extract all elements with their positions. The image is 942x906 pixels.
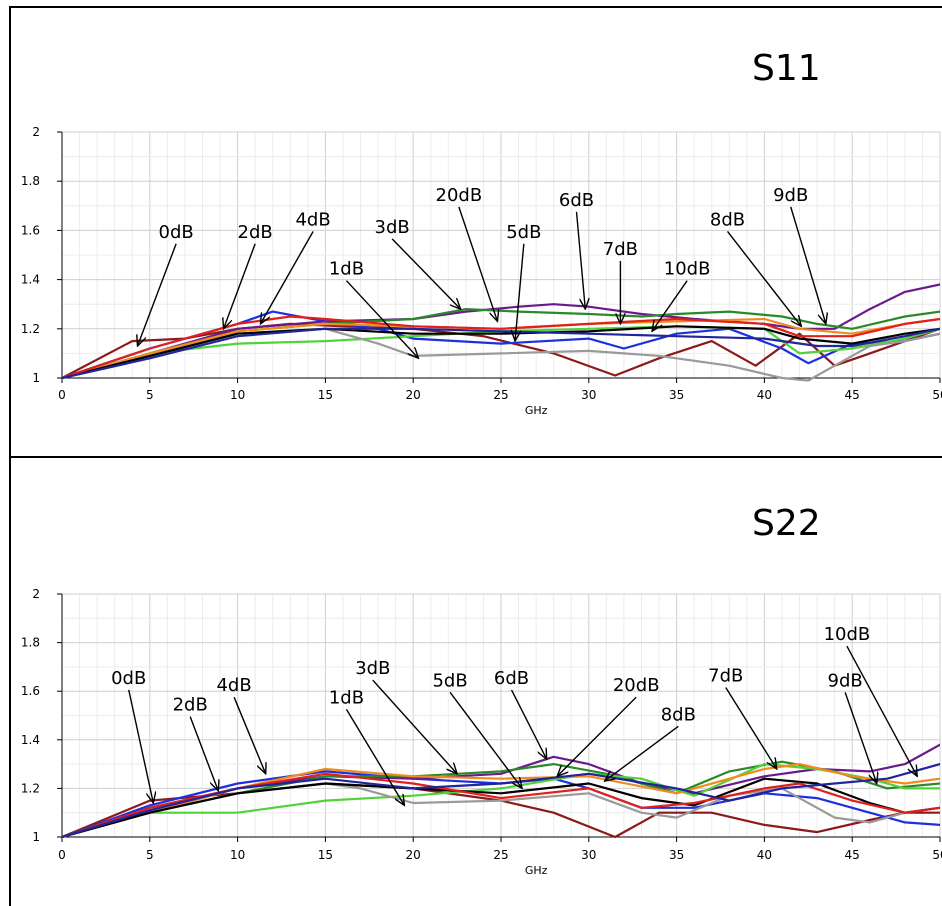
annotation-label: 9dB — [828, 670, 863, 691]
x-tick-label: 25 — [493, 388, 508, 402]
series-line-red — [62, 315, 940, 380]
x-tick-label: 35 — [669, 848, 684, 862]
series-line-navy — [62, 327, 940, 380]
annotation-arrow — [846, 645, 917, 776]
annotation-label: 7dB — [603, 239, 638, 260]
annotation-arrow — [652, 280, 688, 332]
y-tick-label: 1 — [32, 371, 40, 385]
annotation-label: 20dB — [613, 675, 660, 696]
annotation-arrow — [233, 696, 266, 774]
annotation-label: 4dB — [295, 209, 330, 230]
y-tick-label: 2 — [32, 587, 40, 601]
x-tick-label: 45 — [845, 388, 860, 402]
annotation-arrow — [372, 679, 457, 774]
y-tick-label: 1.2 — [21, 322, 40, 336]
x-tick-label: 15 — [318, 388, 333, 402]
y-tick-label: 1.6 — [21, 684, 40, 698]
annotation-label: 5dB — [506, 222, 541, 243]
annotation-label: 3dB — [355, 658, 390, 679]
chart-s22: 11.21.41.61.8205101520253035404550GHzS22… — [21, 503, 942, 877]
annotation-label: 5dB — [432, 670, 467, 691]
annotation-arrow — [726, 231, 802, 326]
annotation-label: 6dB — [559, 190, 594, 211]
annotation-arrow — [391, 238, 460, 309]
annotation-label: 0dB — [111, 668, 146, 689]
annotation-arrow — [557, 696, 637, 776]
annotation-arrow — [224, 243, 256, 329]
annotation-label: 10dB — [824, 624, 871, 645]
annotation-label: 8dB — [710, 209, 745, 230]
annotation-arrow — [575, 211, 586, 309]
x-tick-label: 40 — [757, 388, 772, 402]
panel-frame-bottom — [9, 456, 942, 906]
annotation-arrow — [345, 708, 404, 805]
series-line-black — [62, 325, 940, 380]
x-tick-label: 50 — [932, 848, 942, 862]
y-tick-label: 2 — [32, 125, 40, 139]
x-tick-label: 5 — [146, 848, 154, 862]
x-tick-label: 15 — [318, 848, 333, 862]
annotation-arrow — [510, 689, 547, 759]
annotation-arrow — [138, 243, 177, 346]
annotation-arrow — [515, 243, 525, 341]
series-line-black — [62, 777, 940, 839]
x-tick-label: 50 — [932, 388, 942, 402]
chart-s11: 11.21.41.61.8205101520253035404550GHzS11… — [21, 48, 942, 417]
y-tick-label: 1.8 — [21, 174, 40, 188]
x-tick-label: 20 — [406, 388, 421, 402]
annotation-label: 9dB — [773, 185, 808, 206]
annotation-arrow — [458, 206, 498, 322]
y-tick-label: 1.8 — [21, 636, 40, 650]
y-tick-label: 1.6 — [21, 223, 40, 237]
annotation-label: 10dB — [664, 259, 711, 280]
x-tick-label: 0 — [58, 848, 66, 862]
x-tick-label: 0 — [58, 388, 66, 402]
annotation-label: 2dB — [173, 695, 208, 716]
y-tick-label: 1.2 — [21, 781, 40, 795]
annotation-arrow — [605, 725, 679, 781]
x-tick-label: 5 — [146, 388, 154, 402]
annotation-arrow — [189, 716, 218, 791]
annotation-arrow — [128, 689, 154, 803]
x-tick-label: 30 — [581, 848, 596, 862]
annotation-arrow — [725, 687, 777, 768]
annotation-label: 1dB — [329, 259, 364, 280]
x-axis-title: GHz — [525, 864, 548, 877]
series-line-navy — [62, 762, 940, 839]
annotation-arrow — [449, 691, 522, 788]
x-tick-label: 20 — [406, 848, 421, 862]
y-tick-label: 1.4 — [21, 273, 40, 287]
annotation-arrow — [844, 692, 877, 783]
x-tick-label: 10 — [230, 388, 245, 402]
annotation-arrow — [260, 231, 314, 323]
annotation-label: 1dB — [329, 687, 364, 708]
x-tick-label: 35 — [669, 388, 684, 402]
annotation-label: 2dB — [238, 222, 273, 243]
annotation-label: 6dB — [494, 668, 529, 689]
y-tick-label: 1.4 — [21, 733, 40, 747]
series-line-light_green — [62, 325, 940, 380]
x-tick-label: 40 — [757, 848, 772, 862]
annotation-label: 0dB — [159, 222, 194, 243]
x-tick-label: 25 — [493, 848, 508, 862]
x-tick-label: 45 — [845, 848, 860, 862]
annotation-label: 8dB — [661, 704, 696, 725]
annotation-label: 4dB — [216, 675, 251, 696]
annotation-label: 7dB — [708, 665, 743, 686]
annotation-label: 3dB — [375, 217, 410, 238]
annotation-arrow — [345, 280, 418, 359]
x-axis-title: GHz — [525, 404, 548, 417]
annotation-label: 20dB — [436, 185, 483, 206]
chart-title: S22 — [752, 503, 821, 544]
chart-title: S11 — [752, 48, 821, 89]
x-tick-label: 10 — [230, 848, 245, 862]
y-tick-label: 1 — [32, 830, 40, 844]
x-tick-label: 30 — [581, 388, 596, 402]
annotation-arrow — [790, 206, 826, 324]
